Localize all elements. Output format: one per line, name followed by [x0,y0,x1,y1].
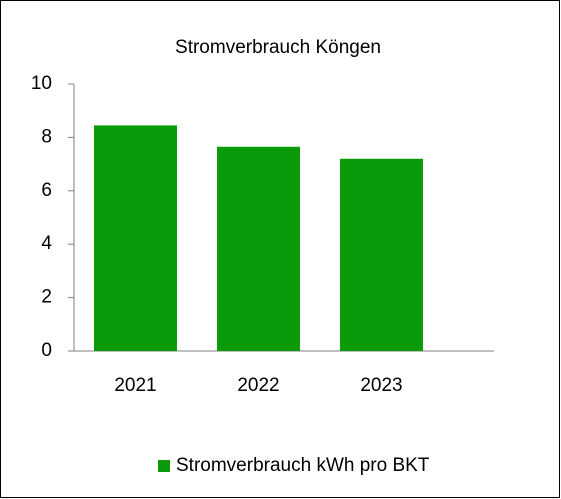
bar [217,146,300,351]
chart-title: Stromverbrauch Köngen [175,37,381,58]
y-tick-label: 6 [41,180,52,201]
legend-label: Stromverbrauch kWh pro BKT [176,455,430,476]
y-tick-label: 0 [41,340,52,361]
legend-swatch [158,460,170,472]
bar [94,125,177,351]
y-tick-label: 8 [41,126,52,147]
y-tick-label: 4 [41,233,52,254]
x-tick-label: 2023 [360,375,402,396]
y-tick-label: 2 [41,287,52,308]
x-tick-label: 2021 [114,375,156,396]
x-tick-label: 2022 [237,375,279,396]
y-tick-label: 10 [31,73,52,94]
bar [340,158,423,351]
